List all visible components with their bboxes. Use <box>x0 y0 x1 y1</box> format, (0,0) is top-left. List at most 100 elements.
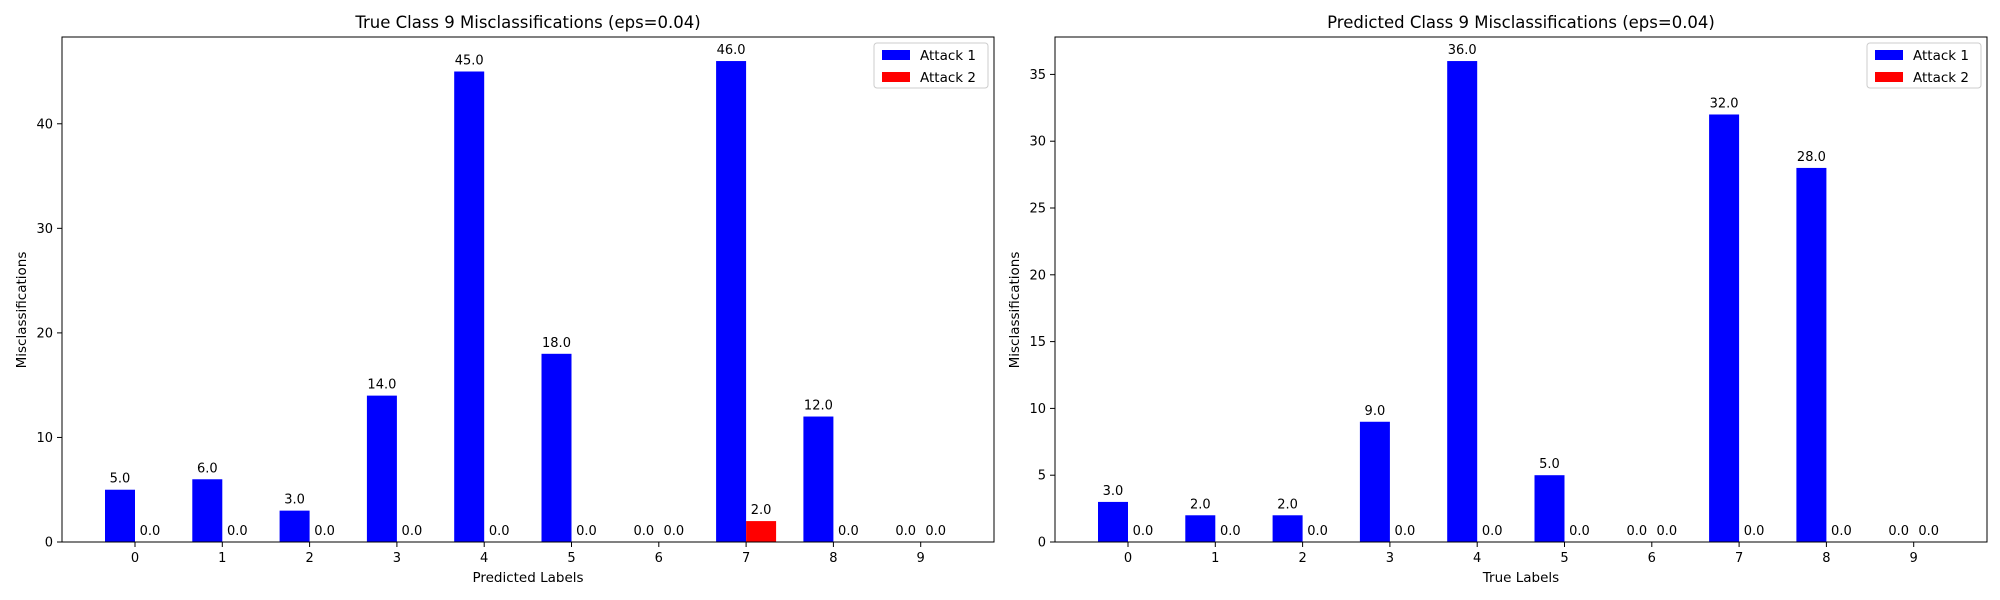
legend-swatch-attack-1 <box>1875 50 1903 60</box>
x-tick-label: 9 <box>1910 551 1918 566</box>
bar-attack-1 <box>192 479 223 542</box>
bar-attack-1 <box>1185 515 1216 542</box>
bar-value-label: 2.0 <box>751 503 772 518</box>
bar-value-label: 0.0 <box>663 524 684 539</box>
legend: Attack 1 Attack 2 <box>1866 42 1982 89</box>
bars-layer <box>1098 61 1827 543</box>
bar-attack-1 <box>803 416 834 542</box>
bar-value-label: 0.0 <box>895 524 916 539</box>
bar-value-label: 12.0 <box>804 399 833 414</box>
x-tick-label: 4 <box>1473 551 1481 566</box>
x-tick-label: 2 <box>305 551 313 566</box>
x-tick-label: 9 <box>917 551 925 566</box>
x-tick-label: 0 <box>1124 551 1132 566</box>
y-tick-label: 5 <box>1038 469 1046 484</box>
bar-value-label: 5.0 <box>1539 457 1560 472</box>
ticks-layer: 0 1 2 3 4 5 6 7 8 9 0 5 10 15 20 25 30 35 <box>1029 68 1917 566</box>
bar-value-label: 28.0 <box>1797 150 1826 165</box>
bar-attack-1 <box>1272 515 1303 542</box>
chart-true-class-9: True Class 9 Misclassifications (eps=0.0… <box>14 13 995 586</box>
bar-value-label: 6.0 <box>197 461 218 476</box>
bar-value-label: 46.0 <box>717 43 746 58</box>
legend-label-attack-2: Attack 2 <box>1913 70 1969 86</box>
ticks-layer: 0 1 2 3 4 5 6 7 8 9 0 10 20 30 40 <box>36 117 924 566</box>
x-tick-label: 1 <box>1211 551 1219 566</box>
bar-attack-1 <box>105 489 135 542</box>
bar-value-label: 2.0 <box>1277 497 1298 512</box>
bar-attack-1 <box>366 395 397 542</box>
bar-value-label: 2.0 <box>1190 497 1211 512</box>
legend-swatch-attack-2 <box>1875 72 1903 82</box>
x-tick-label: 6 <box>1648 551 1656 566</box>
x-tick-label: 3 <box>1386 551 1394 566</box>
y-tick-label: 10 <box>1029 402 1046 417</box>
y-tick-label: 0 <box>1038 536 1046 551</box>
legend-label-attack-2: Attack 2 <box>920 70 976 86</box>
x-tick-label: 5 <box>1560 551 1568 566</box>
chart-title: True Class 9 Misclassifications (eps=0.0… <box>354 13 700 32</box>
bar-attack-1 <box>1098 501 1128 542</box>
y-tick-label: 40 <box>36 117 53 132</box>
legend-swatch-attack-1 <box>882 50 910 60</box>
plot-frame <box>61 36 995 543</box>
bar-attack-1 <box>541 353 572 542</box>
bar-attack-1 <box>716 61 747 543</box>
bar-value-label: 0.0 <box>314 524 335 539</box>
bar-value-label: 36.0 <box>1448 43 1477 58</box>
bar-value-label: 0.0 <box>1307 524 1328 539</box>
bar-labels-layer: 5.0 6.0 3.0 14.0 45.0 18.0 0.0 46.0 12.0 0.0 0.0 0.… <box>110 43 946 539</box>
x-tick-label: 0 <box>131 551 139 566</box>
bar-attack-1 <box>1796 167 1827 543</box>
legend-label-attack-1: Attack 1 <box>920 48 976 64</box>
bar-attack-1 <box>1709 114 1740 543</box>
bar-value-label: 0.0 <box>1831 524 1852 539</box>
bar-value-label: 14.0 <box>367 378 396 393</box>
bar-value-label: 0.0 <box>1482 524 1503 539</box>
legend-swatch-attack-2 <box>882 72 910 82</box>
x-axis-label: True Labels <box>1482 570 1559 586</box>
x-tick-label: 8 <box>1822 551 1830 566</box>
bar-value-label: 0.0 <box>633 524 654 539</box>
bar-attack-1 <box>1447 61 1478 543</box>
x-tick-label: 6 <box>655 551 663 566</box>
y-axis-label: Misclassifications <box>14 252 30 369</box>
y-tick-label: 35 <box>1029 68 1046 83</box>
bar-value-label: 0.0 <box>1656 524 1677 539</box>
y-tick-label: 10 <box>36 431 53 446</box>
bar-value-label: 45.0 <box>455 54 484 69</box>
bar-value-label: 5.0 <box>110 472 131 487</box>
bar-value-label: 0.0 <box>1133 524 1154 539</box>
y-axis-label: Misclassifications <box>1007 252 1023 369</box>
bar-value-label: 0.0 <box>925 524 946 539</box>
bar-labels-layer: 3.0 2.0 2.0 9.0 36.0 5.0 0.0 32.0 28.0 0.0 0.0 0.0 0… <box>1103 43 1939 539</box>
bar-attack-2 <box>746 521 777 542</box>
bar-value-label: 18.0 <box>542 336 571 351</box>
y-tick-label: 20 <box>1029 268 1046 283</box>
plot-frame <box>1054 36 1988 543</box>
bar-value-label: 32.0 <box>1710 96 1739 111</box>
bar-value-label: 0.0 <box>576 524 597 539</box>
bars-layer <box>105 61 834 543</box>
chart-title: Predicted Class 9 Misclassifications (ep… <box>1327 13 1715 32</box>
bar-value-label: 0.0 <box>838 524 859 539</box>
bar-attack-1 <box>454 71 485 542</box>
x-tick-label: 2 <box>1298 551 1306 566</box>
x-tick-label: 5 <box>567 551 575 566</box>
bar-attack-1 <box>1359 421 1390 542</box>
y-tick-label: 20 <box>36 326 53 341</box>
bar-value-label: 0.0 <box>1220 524 1241 539</box>
bar-value-label: 0.0 <box>1744 524 1765 539</box>
bar-value-label: 0.0 <box>140 524 161 539</box>
bar-value-label: 9.0 <box>1365 404 1386 419</box>
x-tick-label: 4 <box>480 551 488 566</box>
bar-value-label: 0.0 <box>489 524 510 539</box>
bar-value-label: 0.0 <box>1888 524 1909 539</box>
bar-value-label: 0.0 <box>227 524 248 539</box>
y-tick-label: 15 <box>1029 335 1046 350</box>
bar-value-label: 0.0 <box>1626 524 1647 539</box>
legend: Attack 1 Attack 2 <box>873 42 989 89</box>
legend-label-attack-1: Attack 1 <box>1913 48 1969 64</box>
x-axis-label: Predicted Labels <box>472 570 583 586</box>
bar-value-label: 0.0 <box>1918 524 1939 539</box>
